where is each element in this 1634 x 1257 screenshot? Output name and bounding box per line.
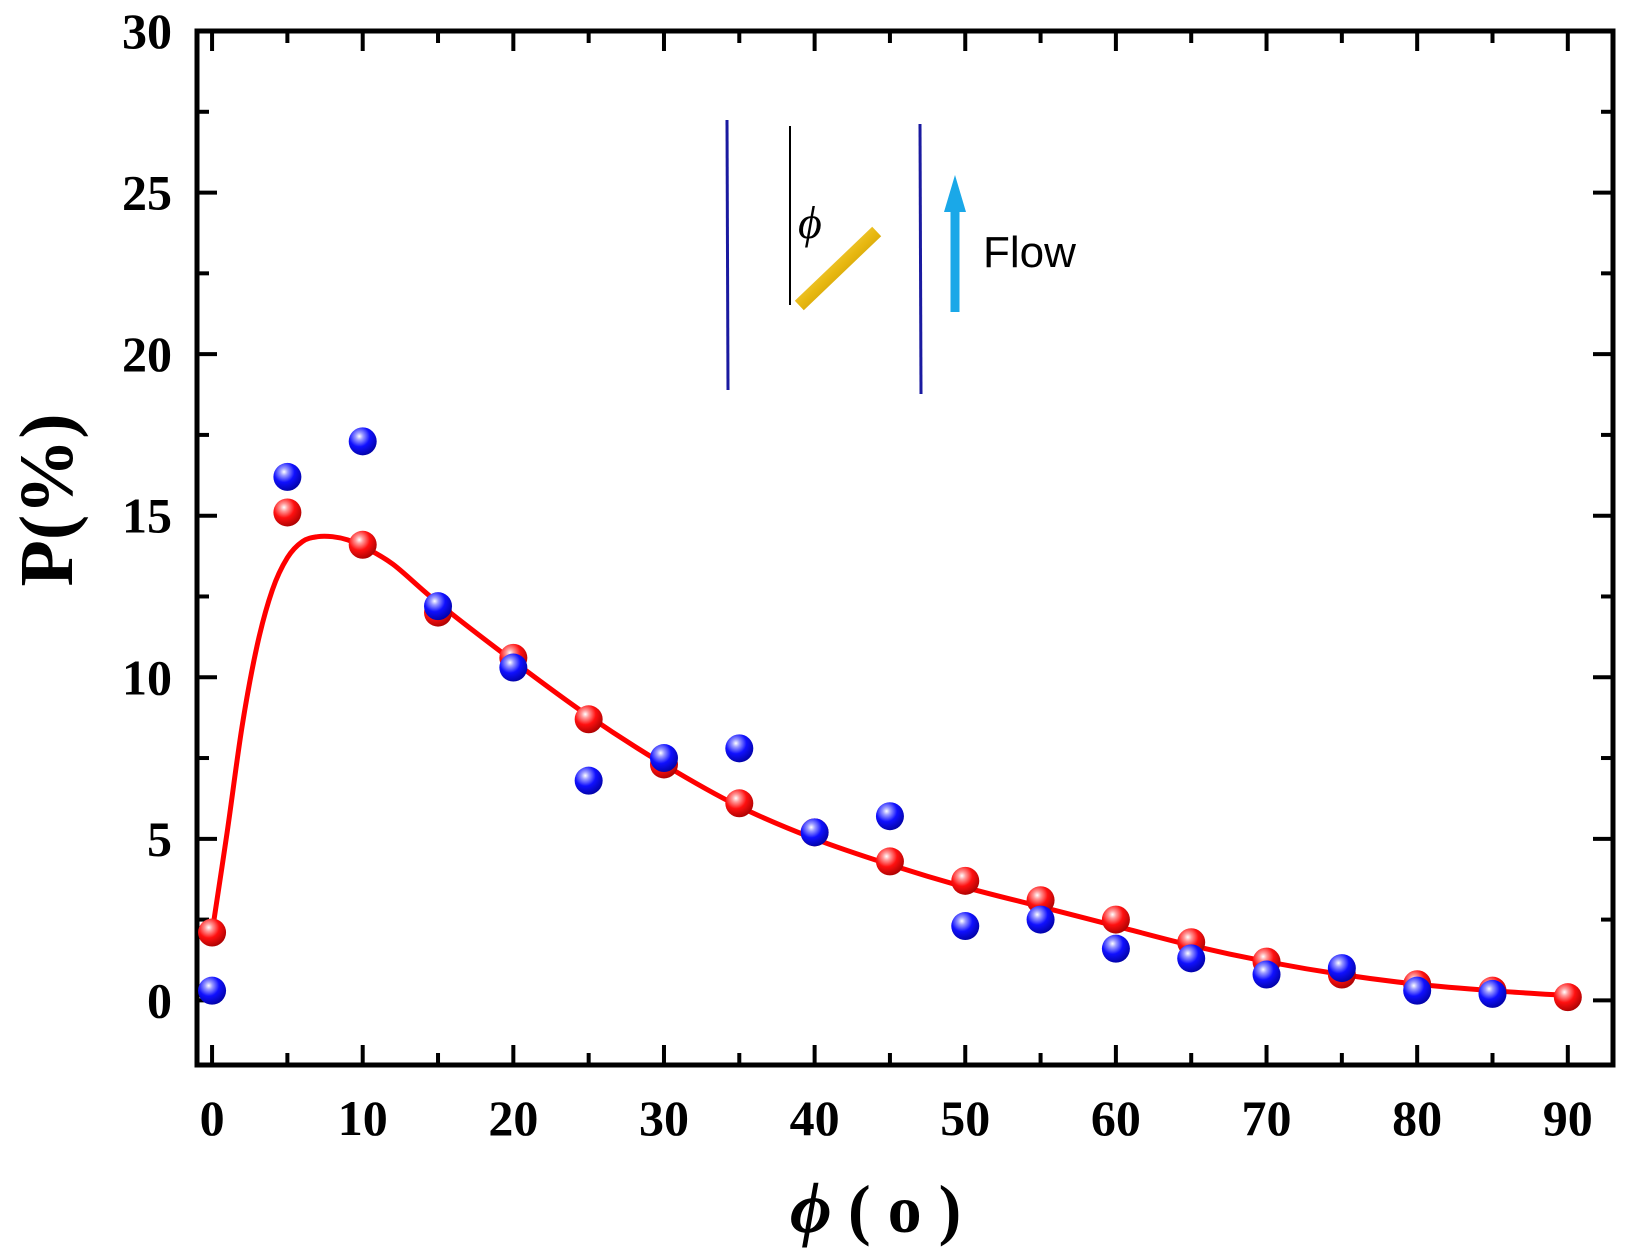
- flow-label: Flow: [983, 228, 1076, 277]
- data-markers: [198, 427, 1582, 1012]
- blue-data-point: [499, 653, 528, 682]
- phi-label: ϕ: [798, 197, 822, 248]
- blue-data-point: [348, 427, 377, 456]
- y-tick-label: 20: [122, 326, 172, 382]
- y-tick-label: 5: [147, 811, 172, 867]
- blue-data-point: [725, 734, 754, 763]
- plot-frame: [194, 28, 1616, 1068]
- blue-data-point: [951, 912, 980, 941]
- axis-ticks: [197, 29, 1613, 1065]
- x-axis-unit: ( o ): [848, 1171, 961, 1247]
- red-data-point: [1553, 983, 1582, 1012]
- x-tick-label: 20: [488, 1090, 538, 1146]
- blue-data-point: [574, 766, 603, 795]
- red-data-point: [1026, 886, 1055, 915]
- y-tick-label: 15: [122, 488, 172, 544]
- y-tick-label: 25: [122, 165, 172, 221]
- flow-arrow-icon: [944, 175, 966, 312]
- channel-wall-left: [725, 119, 730, 391]
- red-data-point: [875, 847, 904, 876]
- blue-data-point: [1327, 954, 1356, 983]
- y-tick-label: 10: [122, 649, 172, 705]
- x-tick-label: 0: [200, 1090, 225, 1146]
- red-data-point: [1101, 905, 1130, 934]
- x-axis-title: ϕ ( o ): [790, 1168, 961, 1248]
- x-tick-label: 50: [940, 1090, 990, 1146]
- red-data-point: [725, 789, 754, 818]
- y-tick-label: 0: [147, 972, 172, 1028]
- red-data-point: [348, 530, 377, 559]
- blue-data-point: [649, 744, 678, 773]
- blue-data-point: [1177, 944, 1206, 973]
- x-tick-label: 90: [1543, 1090, 1593, 1146]
- blue-data-point: [1252, 960, 1281, 989]
- inset-schematic: ϕ Flow: [725, 119, 1076, 395]
- x-tick-label: 70: [1242, 1090, 1292, 1146]
- y-tick-labels: 0 5 10 15 20 25 30: [122, 3, 172, 1028]
- red-data-point: [273, 498, 302, 527]
- blue-data-point: [273, 462, 302, 491]
- blue-data-point: [198, 976, 227, 1005]
- x-tick-label: 60: [1091, 1090, 1141, 1146]
- x-tick-label: 10: [338, 1090, 388, 1146]
- x-tick-label: 40: [790, 1090, 840, 1146]
- blue-data-point: [1478, 979, 1507, 1008]
- y-axis-title: P(%): [5, 413, 89, 586]
- blue-data-point: [800, 818, 829, 847]
- fit-curve: [209, 533, 1568, 999]
- red-data-point: [951, 866, 980, 895]
- y-tick-label: 30: [122, 3, 172, 59]
- channel-wall-right: [918, 123, 923, 395]
- blue-data-point: [1101, 934, 1130, 963]
- blue-data-point: [424, 592, 453, 621]
- blue-data-point: [1026, 905, 1055, 934]
- x-axis-symbol: ϕ: [790, 1168, 832, 1248]
- red-data-point: [198, 918, 227, 947]
- x-tick-labels: 0 10 20 30 40 50 60 70 80 90: [200, 1090, 1593, 1146]
- rod-icon: [794, 226, 882, 311]
- x-tick-label: 80: [1392, 1090, 1442, 1146]
- blue-data-point: [1403, 976, 1432, 1005]
- red-data-point: [574, 705, 603, 734]
- x-tick-label: 30: [639, 1090, 689, 1146]
- blue-data-point: [875, 802, 904, 831]
